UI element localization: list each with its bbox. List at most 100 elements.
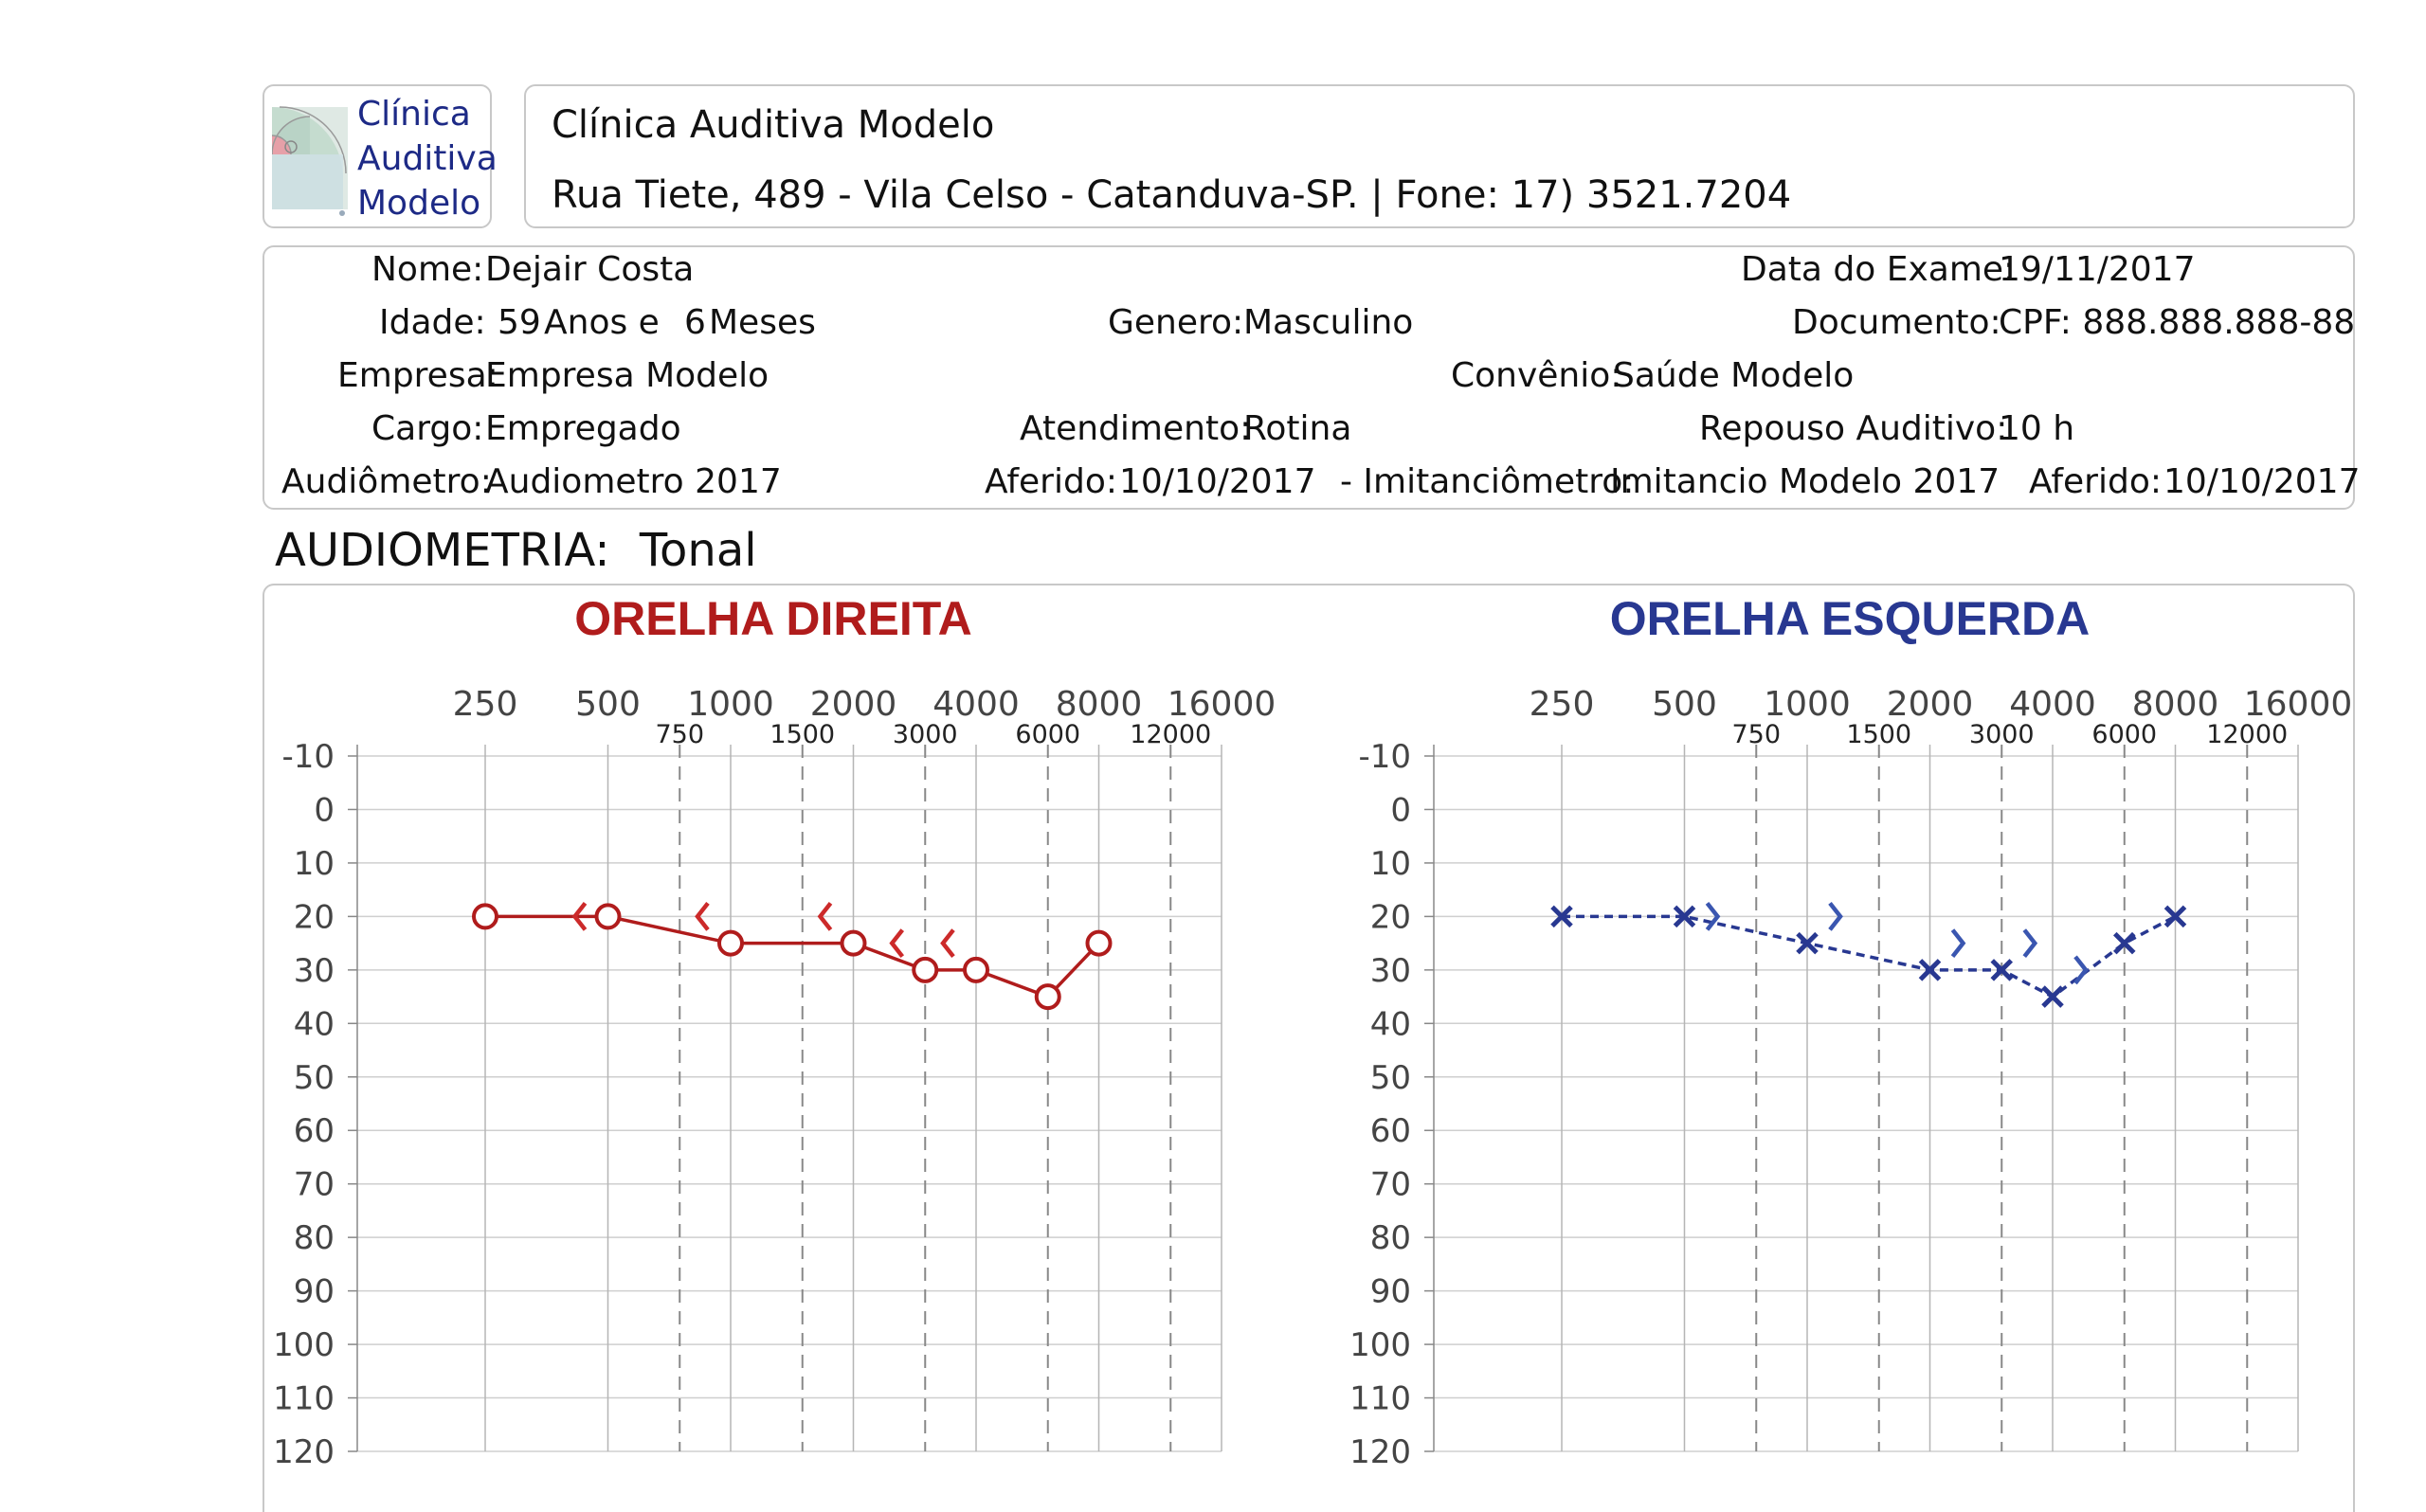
air-conduction-line [485,914,1100,999]
bone-marker-left [817,901,833,931]
y-tick-label: 20 [294,898,335,936]
imitanciometro-value: Imitancio Modelo 2017 [1610,462,2001,501]
clinic-address: Rua Tiete, 489 - Vila Celso - Catanduva-… [552,173,1792,217]
genero-label: Genero: [1108,303,1244,342]
y-tick-label: 80 [1370,1219,1411,1257]
x-tick-label: 8000 [2132,685,2219,724]
repouso-value: 10 h [1999,409,2075,448]
audiogram-right-ear: ORELHA DIREITA -10 0 10 20 30 40 50 60 70 80 90 100 1… [273,592,1276,1471]
x-tick-label: 2000 [1887,685,1974,724]
air-marker-circle [912,956,939,983]
x-minor-tick-label: 3000 [893,720,958,749]
x-tick-label: 16000 [1168,685,1276,724]
bone-marker-right [1828,901,1843,931]
y-tick-label: 110 [273,1380,335,1418]
audiometro-value: Audiometro 2017 [485,462,782,501]
air-marker-circle [472,903,498,930]
air-marker-circle [594,903,622,930]
y-tick-label: 10 [294,845,335,883]
bone-marker-right [1705,901,1721,931]
atendimento-value: Rotina [1243,409,1352,448]
y-tick-label: 120 [273,1433,335,1471]
atendimento-label: Atendimento: [1020,409,1252,448]
y-tick-label: 70 [294,1166,335,1204]
bone-marker-right [1950,928,1966,959]
air-marker-x [1796,931,1819,955]
cargo-label: Cargo: [371,409,484,448]
clinic-header: Clínica Auditiva Modelo Rua Tiete, 489 -… [524,84,2355,228]
y-tick-label: 30 [294,952,335,990]
genero-value: Masculino [1243,303,1414,342]
y-tick-label: 20 [1370,898,1411,936]
idade-label: Idade: [379,303,486,342]
air-conduction-line [1562,914,2177,999]
imitanciometro-label: - Imitanciômetro: [1340,462,1635,501]
data-exame-label: Data do Exame: [1741,250,2016,289]
y-tick-label: 60 [294,1112,335,1150]
empresa-value: Empresa Modelo [485,356,769,395]
bone-marker-right [2022,928,2038,959]
documento-label: Documento: [1792,303,2001,342]
y-tick-label: 100 [1349,1326,1411,1364]
y-tick-label: 30 [1370,952,1411,990]
x-tick-label: 1000 [1764,685,1851,724]
y-tick-label: -10 [281,738,335,776]
logo-line: Modelo [357,184,481,223]
clinic-name: Clínica Auditiva Modelo [552,103,995,147]
audiogram-charts: ORELHA DIREITA-1001020304050607080901001… [273,592,2352,1471]
y-tick-label: 40 [294,1005,335,1043]
x-tick-label: 1000 [687,685,774,724]
x-tick-label: 500 [575,685,641,724]
air-marker-circle [1085,929,1113,957]
x-tick-label: 250 [1530,685,1595,724]
x-minor-tick-label: 1500 [769,720,835,749]
bone-marker-left [695,901,710,931]
x-tick-label: 8000 [1056,685,1143,724]
x-tick-label: 4000 [2009,685,2096,724]
y-tick-label: 90 [1370,1273,1411,1311]
logo-text: Clínica Auditiva Modelo [357,92,498,225]
y-tick-label: 70 [1370,1166,1411,1204]
y-tick-label: 0 [1390,791,1411,829]
section-title: AUDIOMETRIA: Tonal [275,524,757,577]
x-minor-tick-label: 3000 [1969,720,2035,749]
air-marker-circle [963,956,989,983]
patient-info-panel: Nome: Dejair Costa Data do Exame: 19/11/… [263,245,2361,510]
x-tick-label: 250 [453,685,518,724]
y-tick-label: 0 [314,791,335,829]
x-minor-tick-label: 6000 [1015,720,1080,749]
logo-icon [272,106,348,216]
aferido-label-2: Aferido: [2029,462,2162,501]
y-tick-label: 60 [1370,1112,1411,1150]
cargo-value: Empregado [485,409,681,448]
bone-marker-left [940,928,955,959]
nome-value: Dejair Costa [485,250,695,289]
air-marker-circle [1034,983,1061,1011]
x-minor-tick-label: 12000 [1130,720,1211,749]
chart-title: ORELHA ESQUERDA [1610,592,2091,645]
x-tick-label: 2000 [810,685,897,724]
x-tick-label: 4000 [932,685,1020,724]
air-marker-x [1990,959,2014,981]
convenio-label: Convênio: [1451,356,1622,395]
section-value: Tonal [639,524,757,577]
x-tick-label: 16000 [2244,685,2353,724]
aferido-value-2: 10/10/2017 [2163,462,2361,501]
idade-meses: 6 [684,303,706,342]
air-marker-circle [717,929,744,957]
bone-marker-left [889,928,905,959]
logo-line: Auditiva [357,139,498,178]
x-minor-tick-label: 1500 [1846,720,1911,749]
x-minor-tick-label: 12000 [2206,720,2288,749]
y-tick-label: 80 [294,1219,335,1257]
y-tick-label: 40 [1370,1005,1411,1043]
y-tick-label: 120 [1349,1433,1411,1471]
x-minor-tick-label: 750 [655,720,704,749]
y-tick-label: 90 [294,1273,335,1311]
data-exame-value: 19/11/2017 [1999,250,2196,289]
audiogram-left-ear: ORELHA ESQUERDA -10 0 10 20 30 40 50 60 70 80 90 100… [1349,592,2352,1471]
nome-label: Nome: [371,250,484,289]
y-tick-label: 50 [1370,1059,1411,1097]
idade-anos: 59 [498,303,541,342]
y-tick-label: -10 [1358,738,1411,776]
